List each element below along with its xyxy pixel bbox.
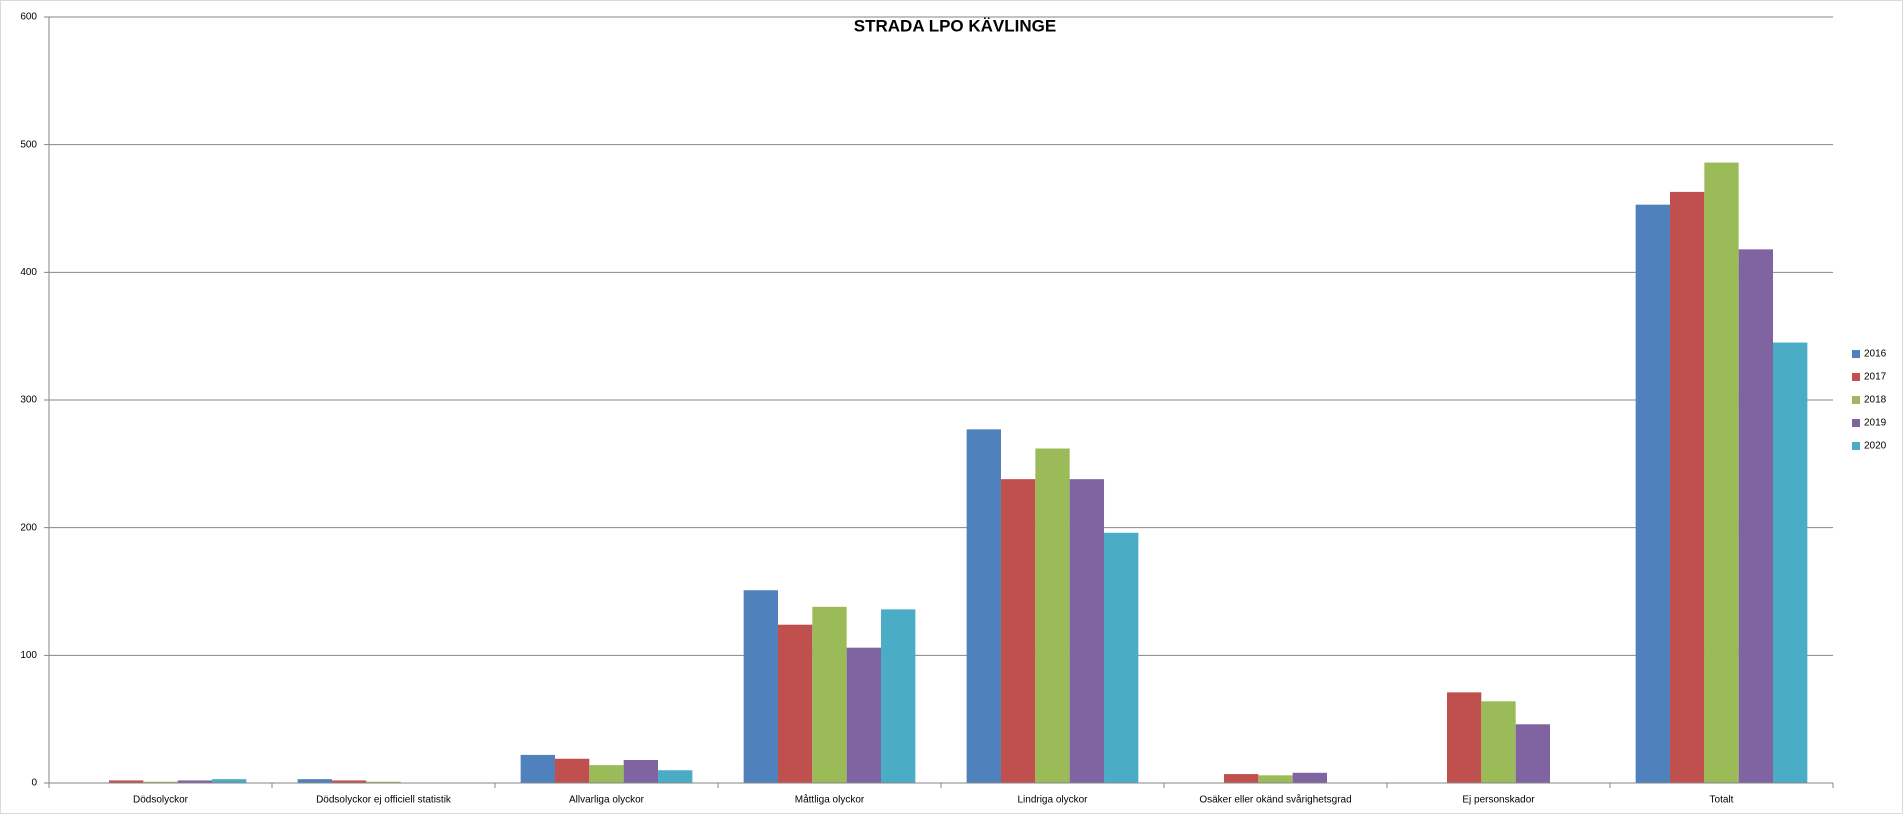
bar xyxy=(520,754,555,783)
bar xyxy=(1773,342,1808,783)
bar xyxy=(743,590,778,783)
legend-swatch xyxy=(1852,442,1860,450)
x-tick-label: Dödsolyckor ej officiell statistik xyxy=(316,795,452,806)
bar xyxy=(966,429,1001,783)
y-tick-label: 300 xyxy=(20,395,37,406)
bar xyxy=(1515,724,1551,783)
y-tick-label: 100 xyxy=(20,650,37,661)
y-tick-label: 0 xyxy=(31,778,37,789)
bar xyxy=(554,758,590,783)
x-tick-label: Ej personskador xyxy=(1462,795,1535,806)
x-tick-label: Dödsolyckor xyxy=(133,795,189,806)
x-tick-label: Totalt xyxy=(1710,795,1734,806)
bar xyxy=(777,624,813,783)
bar xyxy=(812,606,847,783)
bar xyxy=(1035,448,1070,783)
x-tick-label: Allvarliga olyckor xyxy=(569,795,645,806)
bar xyxy=(1738,249,1774,783)
bar xyxy=(366,781,401,783)
bar xyxy=(1258,775,1293,783)
y-tick-label: 400 xyxy=(20,267,37,278)
bar xyxy=(1069,479,1105,783)
x-tick-label: Måttliga olyckor xyxy=(795,794,865,806)
bar xyxy=(589,765,624,783)
bar xyxy=(623,760,659,783)
bar xyxy=(212,779,247,783)
bar xyxy=(177,780,213,783)
bar xyxy=(1446,692,1482,783)
bar xyxy=(1292,772,1328,783)
bar xyxy=(658,770,693,783)
bar xyxy=(1635,204,1670,784)
legend-swatch xyxy=(1852,350,1860,358)
bar xyxy=(108,780,144,783)
legend-label: 2017 xyxy=(1864,372,1887,383)
legend-swatch xyxy=(1852,396,1860,404)
legend-swatch xyxy=(1852,373,1860,381)
bar xyxy=(297,779,332,783)
bar xyxy=(1000,479,1036,783)
legend-label: 2020 xyxy=(1864,441,1887,452)
x-tick-label: Lindriga olyckor xyxy=(1017,795,1088,806)
bar xyxy=(846,647,882,783)
bar xyxy=(1104,532,1139,783)
y-tick-label: 200 xyxy=(20,522,37,533)
legend-label: 2018 xyxy=(1864,395,1887,406)
legend-swatch xyxy=(1852,419,1860,427)
legend-label: 2019 xyxy=(1864,418,1887,429)
bar xyxy=(1481,701,1516,783)
bar xyxy=(1704,162,1739,784)
legend-label: 2016 xyxy=(1864,349,1887,360)
bar xyxy=(881,609,916,783)
x-tick-label: Osäker eller okänd svårighetsgrad xyxy=(1199,794,1351,806)
chart-title: STRADA LPO KÄVLINGE xyxy=(854,16,1056,35)
y-tick-label: 600 xyxy=(20,12,37,23)
bar xyxy=(331,780,367,783)
bar xyxy=(143,781,178,783)
bar xyxy=(1669,191,1705,784)
bar xyxy=(1223,774,1259,783)
y-tick-label: 500 xyxy=(20,139,37,150)
